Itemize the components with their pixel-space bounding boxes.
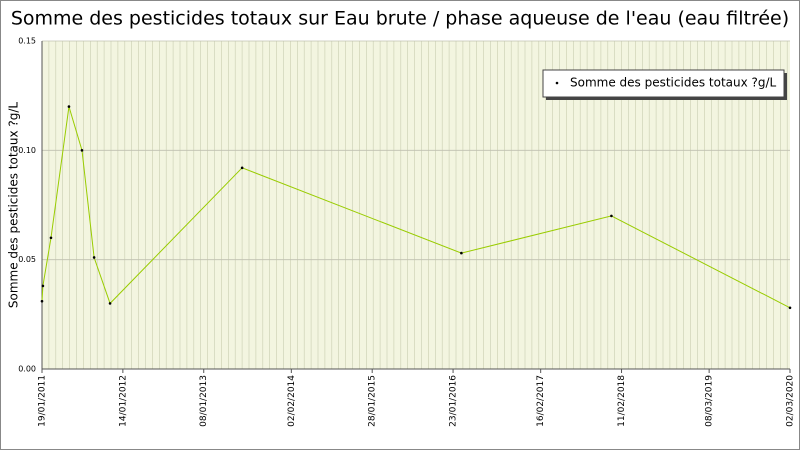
data-point <box>460 251 463 255</box>
data-point <box>41 284 45 288</box>
data-point <box>610 214 613 218</box>
x-tick-label: 19/01/2011 <box>38 375 48 427</box>
x-tick-label: 02/02/2014 <box>287 375 297 427</box>
x-tick-label: 08/01/2013 <box>199 375 209 427</box>
legend-text: Somme des pesticides totaux ?g/L <box>570 76 777 90</box>
data-point <box>788 306 792 310</box>
data-point <box>108 302 112 305</box>
data-point <box>92 256 96 259</box>
x-tick-label: 14/01/2012 <box>118 375 128 427</box>
data-point <box>80 149 84 152</box>
data-point <box>40 299 44 303</box>
data-point <box>49 236 53 240</box>
legend-box <box>542 69 785 98</box>
x-tick-label: 08/03/2019 <box>705 375 715 427</box>
x-tick-label: 23/01/2016 <box>449 375 459 427</box>
x-tick-label: 28/01/2015 <box>368 375 378 427</box>
y-tick-label: 0.00 <box>18 365 36 374</box>
y-tick-label: 0.15 <box>18 37 36 46</box>
data-point <box>67 105 71 108</box>
data-point <box>240 166 244 170</box>
y-axis-label: Somme des pesticides totaux ?g/L <box>7 102 21 309</box>
x-tick-label: 02/03/2020 <box>786 375 796 427</box>
y-tick-label: 0.05 <box>18 255 36 264</box>
chart-title: Somme des pesticides totaux sur Eau brut… <box>11 8 789 30</box>
legend-marker <box>555 81 559 85</box>
x-tick-label: 11/02/2018 <box>617 375 627 427</box>
y-tick-label: 0.10 <box>18 146 36 155</box>
x-tick-label: 16/02/2017 <box>536 375 546 427</box>
